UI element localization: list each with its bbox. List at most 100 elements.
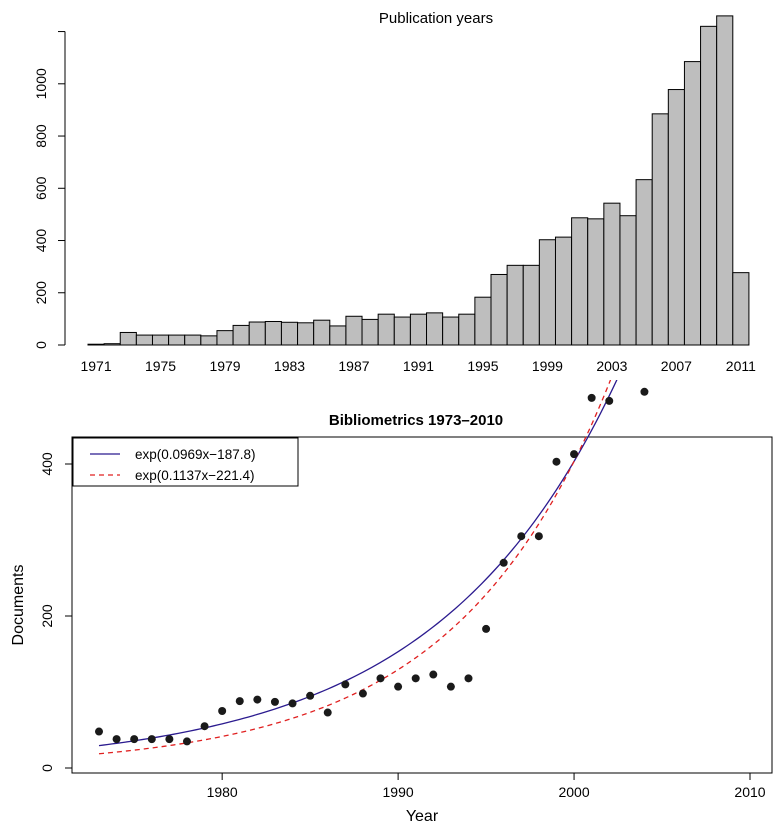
bar [732,272,750,346]
y-tick-label: 0 [33,341,49,349]
y-tick-label: 400 [39,452,55,476]
y-tick-label: 400 [33,229,49,253]
y-tick-label: 200 [33,281,49,305]
x-tick-label: 1979 [209,358,240,374]
data-point [429,670,438,679]
bar [635,179,653,346]
bar [554,236,573,346]
data-point [587,393,596,402]
data-point [534,532,543,541]
data-point [253,695,262,704]
data-point [323,708,332,717]
bar [603,202,621,346]
x-tick-label: 1995 [467,358,498,374]
y-tick-label: 1000 [33,68,49,99]
y-axis: 0 200 400 600 800 1000 [33,31,66,349]
x-axis: 1980 1990 2000 2010 [207,773,766,800]
fit-line-1 [98,380,612,755]
legend-box [72,437,299,487]
legend-label-1: exp(0.1137x−221.4) [135,468,254,483]
x-tick-label: 2011 [726,358,756,374]
bar [200,335,218,346]
bar [329,325,347,346]
data-point [517,532,526,541]
bar [345,315,363,346]
data-point [95,727,103,736]
x-tick-label: 2010 [734,784,765,800]
bar [700,25,718,346]
x-tick-label: 1987 [338,358,369,374]
data-point [288,699,297,708]
bar [571,217,589,346]
plot-box [71,436,773,774]
bar [651,113,669,346]
bibliometrics-scatter-chart: Bibliometrics 1973–2010 0200400600800100… [10,380,773,825]
data-point [200,722,209,731]
data-point [306,691,315,700]
data-point [640,387,649,396]
data-point [358,689,367,698]
y-tick-label: 0 [39,764,55,772]
bar [297,322,315,346]
bar [683,61,702,346]
bar [168,334,186,346]
bar [87,343,105,346]
bar [667,89,685,346]
x-axis-title: Year [406,808,439,825]
data-point [552,457,561,466]
bar [216,330,234,346]
x-tick-label: 1980 [207,784,238,800]
chart-title: Bibliometrics 1973–2010 [329,412,503,429]
data-point [499,558,508,567]
data-point [570,450,579,459]
y-axis-title: Documents [10,565,27,646]
bar [264,320,282,346]
y-tick-label: 200 [39,604,55,628]
x-tick-label: 2007 [661,358,692,374]
bar [248,321,266,346]
y-tick-label: 600 [33,176,49,200]
bar [103,343,121,346]
data-point [446,682,455,691]
bars [87,15,750,346]
x-tick-label: 1999 [532,358,563,374]
bar [393,316,411,346]
bar [361,318,379,346]
data-point [411,674,420,683]
data-point [605,396,614,405]
chart-title: Publication years [379,10,493,27]
bar [377,313,395,346]
bar [587,218,605,346]
data-point [165,735,174,744]
data-point [464,674,473,683]
legend-label-0: exp(0.0969x−187.8) [135,447,255,462]
x-tick-label: 2003 [596,358,627,374]
y-tick-label: 800 [33,124,49,148]
fit-lines [98,380,618,755]
data-points [95,387,649,746]
x-tick-label: 1975 [145,358,176,374]
bar [490,273,508,346]
data-point [112,735,121,744]
data-point [130,735,139,744]
bar [280,321,299,346]
data-point [235,697,244,706]
bar [538,239,556,346]
x-tick-label: 1991 [403,358,434,374]
data-point [218,707,227,715]
data-point [270,697,279,706]
bar [409,313,428,346]
x-axis: 1971 1975 1979 1983 1987 1991 1995 1999 2003 2007… [80,358,756,374]
bar [506,264,524,346]
bar [522,264,540,346]
data-point [394,682,403,691]
bar [135,334,153,346]
fit-line-0 [98,380,618,747]
data-point [341,680,350,689]
data-point [482,624,491,633]
bar [119,331,137,346]
x-tick-label: 2000 [558,784,589,800]
x-tick-label: 1990 [383,784,414,800]
bar [313,319,331,346]
